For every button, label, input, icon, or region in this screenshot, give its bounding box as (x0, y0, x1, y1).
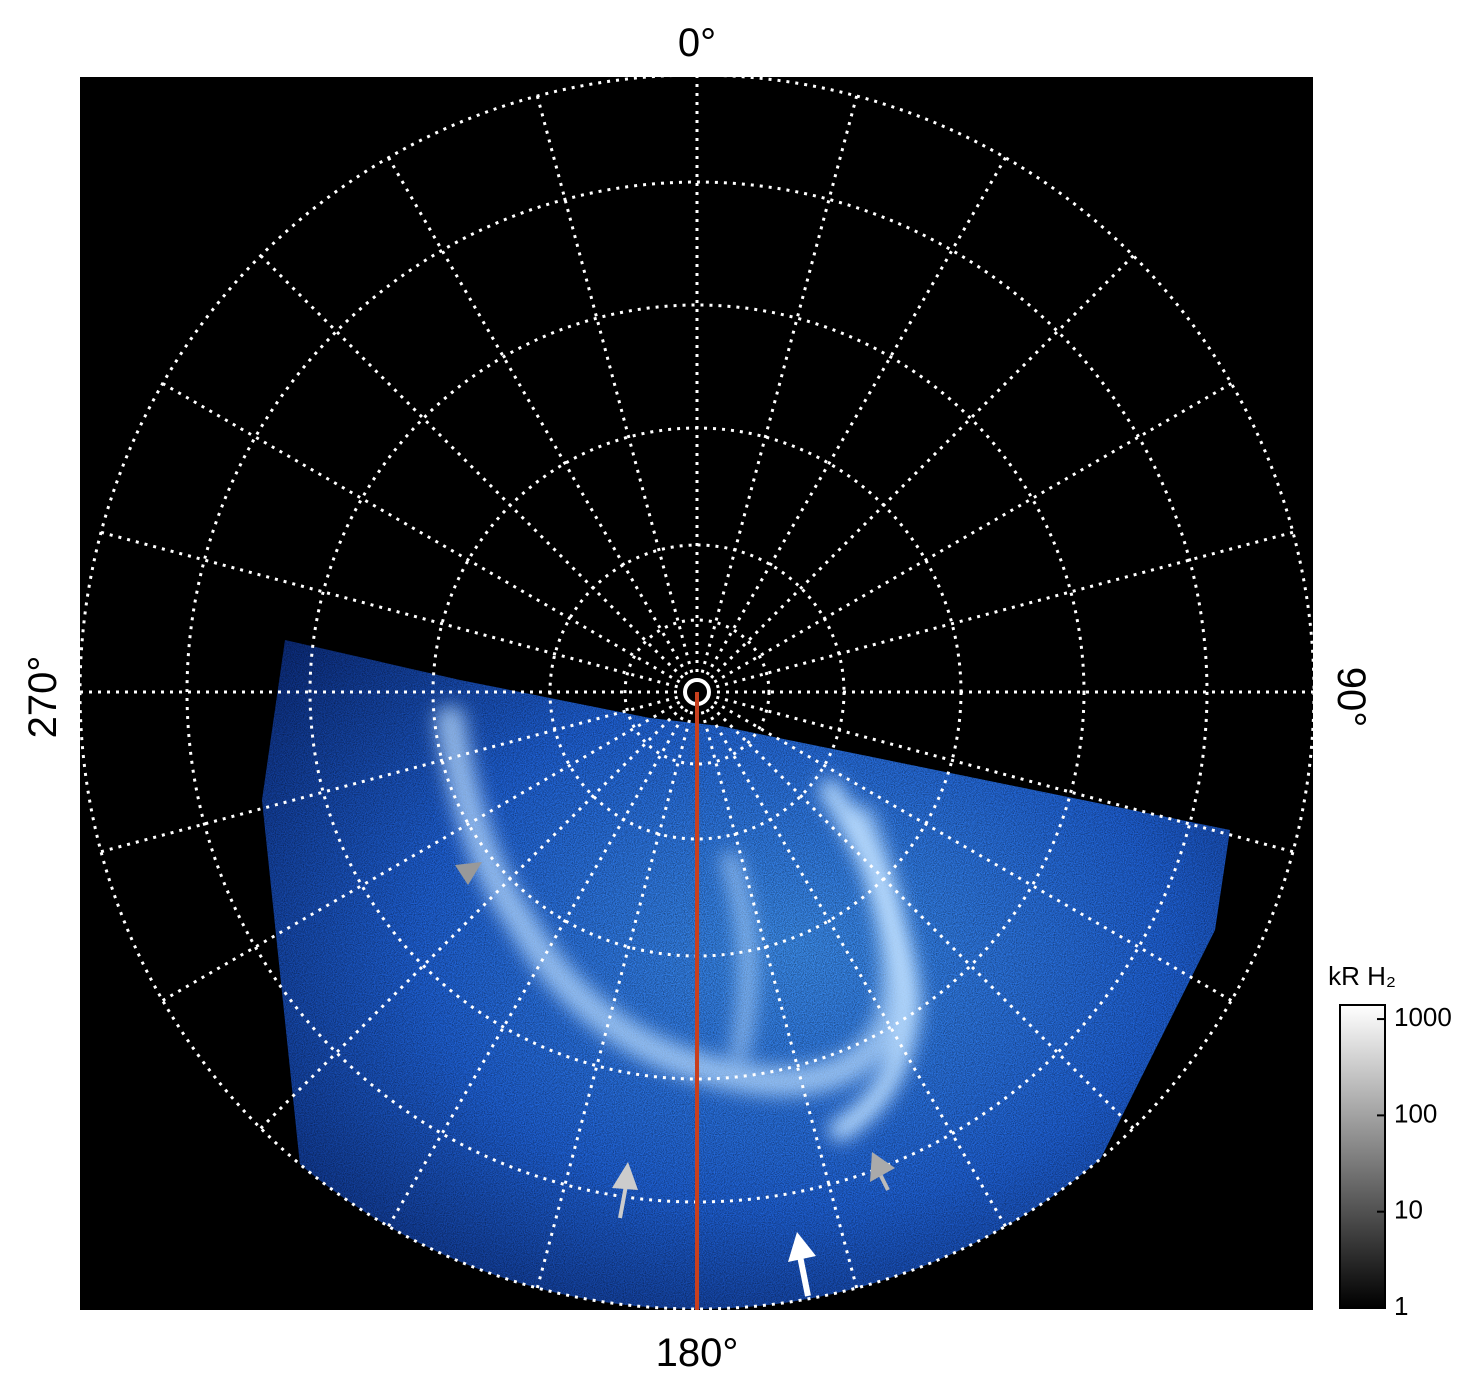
meridian (700, 710, 859, 1289)
colorbar-tick-label: 1 (1394, 1291, 1408, 1321)
meridian (387, 156, 689, 676)
meridian (161, 700, 681, 1002)
meridian (705, 156, 1007, 676)
meridian (715, 530, 1294, 689)
longitude-label: 180° (656, 1331, 739, 1375)
meridian (715, 695, 1294, 854)
meridian (535, 95, 694, 674)
meridian (710, 254, 1135, 679)
meridian (100, 530, 679, 689)
meridian (710, 705, 1135, 1130)
meridian (700, 95, 859, 674)
latitude-circle (308, 303, 1086, 1081)
meridian (100, 695, 679, 854)
meridian (713, 700, 1233, 1002)
longitude-label: 0° (678, 21, 716, 65)
colorbar-tick-label: 1000 (1394, 1002, 1452, 1032)
meridian (161, 382, 681, 684)
colorbar-label: kR H₂ (1328, 961, 1396, 991)
colorbar (1339, 1004, 1386, 1309)
meridian (713, 382, 1233, 684)
meridian (259, 254, 684, 679)
meridian (705, 708, 1007, 1228)
meridian (259, 705, 684, 1130)
colorbar-tick-label: 100 (1394, 1098, 1437, 1128)
meridian (387, 708, 689, 1228)
colorbar-tick-label: 10 (1394, 1195, 1423, 1225)
longitude-label: 90° (1329, 667, 1373, 728)
meridian (535, 710, 694, 1289)
longitude-label: 270° (21, 656, 65, 739)
arrows (455, 862, 895, 1297)
latitude-circle (623, 618, 771, 766)
aurora (262, 640, 1230, 1309)
